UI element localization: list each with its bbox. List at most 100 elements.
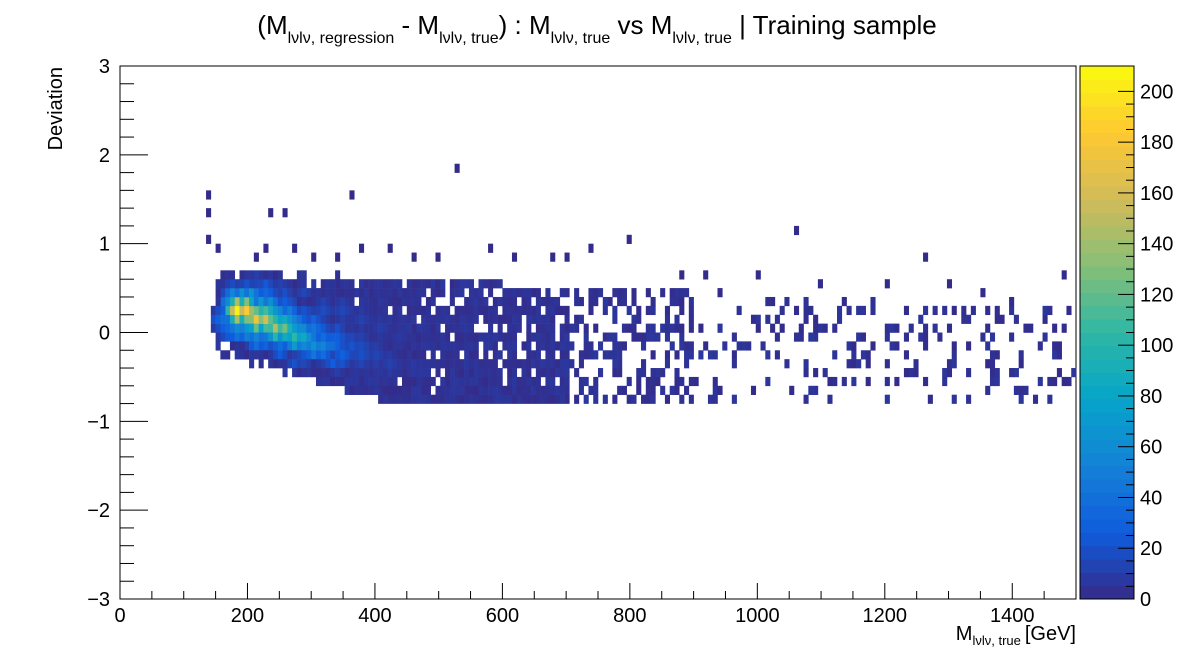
heatmap-cell <box>359 323 365 333</box>
heatmap-cell <box>507 305 513 316</box>
heatmap-cell <box>249 323 255 333</box>
heatmap-cell <box>473 288 479 298</box>
heatmap-cell <box>296 305 302 316</box>
heatmap-cell <box>445 323 451 333</box>
heatmap-cell <box>966 314 972 324</box>
heatmap-cell <box>215 288 221 298</box>
heatmap-cell <box>306 288 312 298</box>
heatmap-cell <box>382 296 388 307</box>
heatmap-cell <box>464 279 470 289</box>
heatmap-cell <box>253 252 259 262</box>
heatmap-cell <box>464 385 470 395</box>
heatmap-cell <box>531 394 537 404</box>
heatmap-cell <box>292 323 298 333</box>
heatmap-cell <box>215 305 221 316</box>
heatmap-cell <box>239 341 245 351</box>
heatmap-cell <box>363 314 369 324</box>
heatmap-cell <box>464 376 470 387</box>
heatmap-cell <box>569 341 575 351</box>
heatmap-cell <box>602 305 608 316</box>
heatmap-cell <box>492 385 498 395</box>
heatmap-cell <box>306 332 312 342</box>
heatmap-cell <box>860 305 866 316</box>
heatmap-cell <box>903 350 909 360</box>
heatmap-cell <box>306 350 312 360</box>
heatmap-cell <box>301 368 307 378</box>
heatmap-cell <box>349 305 355 316</box>
heatmap-cell <box>320 288 326 298</box>
heatmap-cell <box>330 368 336 378</box>
heatmap-cell <box>483 394 489 404</box>
heatmap-cell <box>421 350 427 360</box>
heatmap-cell <box>421 314 427 324</box>
heatmap-cell <box>507 350 513 360</box>
heatmap-cell <box>206 234 212 244</box>
heatmap-cell <box>492 350 498 360</box>
heatmap-cell <box>837 314 843 324</box>
heatmap-cell <box>837 305 843 316</box>
heatmap-cell <box>272 359 279 369</box>
heatmap-cell <box>406 385 412 395</box>
heatmap-cell <box>435 305 441 316</box>
heatmap-cell <box>454 279 460 289</box>
heatmap-cell <box>282 332 288 342</box>
heatmap-cell <box>435 288 441 298</box>
heatmap-cell <box>325 305 331 316</box>
heatmap-cell <box>406 288 412 298</box>
heatmap-cell <box>301 350 307 360</box>
heatmap-cell <box>650 394 656 404</box>
heatmap-cell <box>540 332 546 342</box>
z-tick-label: 120 <box>1140 284 1173 306</box>
heatmap-cell <box>301 305 307 316</box>
heatmap-cell <box>440 359 446 369</box>
heatmap-cell <box>277 359 283 369</box>
heatmap-cell <box>679 270 685 280</box>
y-axis: −3 −2 −1 0 1 2 3 <box>87 56 148 611</box>
heatmap-cell <box>1052 341 1058 351</box>
heatmap-cell <box>449 376 455 387</box>
heatmap-cell <box>387 394 393 404</box>
heatmap-cell <box>478 385 484 395</box>
heatmap-cell <box>378 296 384 307</box>
heatmap-cell <box>363 279 369 289</box>
heatmap-cell <box>621 288 627 298</box>
heatmap-cell <box>354 350 360 360</box>
heatmap-cell <box>731 359 737 369</box>
color-scale-step <box>1080 439 1134 453</box>
heatmap-cell <box>335 332 341 342</box>
heatmap-cell <box>765 296 771 307</box>
heatmap-cell <box>488 332 494 342</box>
heatmap-cell <box>249 296 255 307</box>
color-scale-step <box>1080 185 1134 200</box>
heatmap-cell <box>440 305 446 316</box>
heatmap-cell <box>344 368 350 378</box>
heatmap-cell <box>588 350 594 360</box>
heatmap-cell <box>234 350 240 360</box>
heatmap-cell <box>994 376 1000 387</box>
heatmap-cell <box>382 385 388 395</box>
heatmap-cell <box>540 359 546 369</box>
heatmap-cell <box>851 376 857 387</box>
heatmap-cell <box>234 296 240 307</box>
heatmap-cell <box>292 341 298 351</box>
heatmap-cell <box>416 359 422 369</box>
heatmap-cell <box>488 394 494 404</box>
heatmap-cell <box>550 296 556 307</box>
heatmap-cell <box>406 323 412 333</box>
heatmap-cell <box>244 341 250 351</box>
heatmap-cell <box>378 368 384 378</box>
heatmap-cell <box>621 323 627 333</box>
heatmap-cell <box>339 279 345 289</box>
heatmap-cell <box>287 359 293 369</box>
heatmap-cell <box>402 368 408 378</box>
heatmap-cell <box>268 314 274 324</box>
heatmap-cell <box>535 359 541 369</box>
heatmap-cell <box>621 296 627 307</box>
heatmap-cell <box>268 270 274 280</box>
heatmap-cell <box>578 376 584 387</box>
heatmap-cell <box>511 350 518 360</box>
heatmap-cell <box>554 385 561 395</box>
heatmap-cell <box>311 350 317 360</box>
color-scale-step <box>1080 305 1134 320</box>
heatmap-cell <box>459 323 465 333</box>
